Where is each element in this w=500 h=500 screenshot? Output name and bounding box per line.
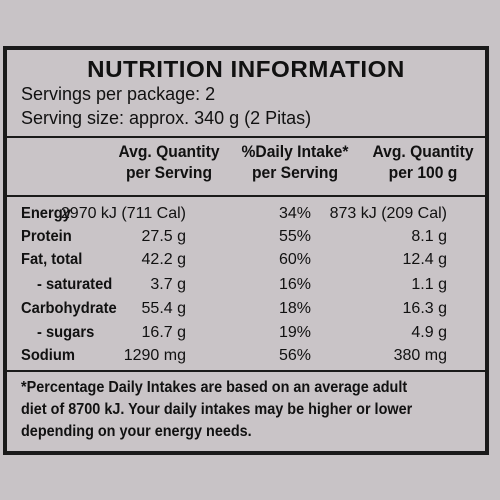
servings-per-package: Servings per package: 2	[21, 84, 216, 104]
footnote-line: *Percentage Daily Intakes are based on a…	[21, 379, 408, 396]
value-per-serving: 1290 mg	[123, 347, 186, 364]
column-header-line: Avg. Quantity	[372, 142, 474, 161]
value-per-serving: 16.7 g	[141, 324, 186, 341]
row-label: Sodium	[21, 347, 75, 364]
value-per-serving: 55.4 g	[141, 300, 186, 317]
value-per-100g: 873 kJ (209 Cal)	[329, 205, 447, 222]
table-row-protein: Protein 27.5 g 55% 8.1 g	[7, 225, 485, 248]
value-per-serving: 27.5 g	[141, 228, 186, 245]
value-per-serving: 3.7 g	[150, 276, 186, 293]
serving-size: Serving size: approx. 340 g (2 Pitas)	[21, 108, 312, 128]
footnote: *Percentage Daily Intakes are based on a…	[21, 377, 486, 443]
value-daily-intake: 34%	[278, 205, 312, 222]
table-row-sodium: Sodium 1290 mg 56% 380 mg	[7, 344, 485, 367]
value-daily-intake: 56%	[278, 347, 312, 364]
divider-footnote	[7, 370, 485, 372]
value-daily-intake: 18%	[278, 300, 312, 317]
column-header-line: per Serving	[125, 163, 213, 182]
column-header-per-100g: Avg. Quantity per 100 g	[364, 141, 482, 183]
footnote-line: depending on your energy needs.	[21, 423, 252, 440]
column-header-line: per Serving	[251, 163, 339, 182]
value-per-100g: 1.1 g	[411, 276, 447, 293]
row-label: Carbohydrate	[21, 300, 117, 317]
value-per-100g: 16.3 g	[402, 300, 447, 317]
value-daily-intake: 16%	[278, 276, 312, 293]
value-daily-intake: 55%	[278, 228, 312, 245]
table-row-energy: Energy 2970 kJ (711 Cal) 34% 873 kJ (209…	[7, 202, 485, 225]
row-label: - sugars	[37, 324, 95, 341]
value-per-100g: 12.4 g	[402, 251, 447, 268]
column-header-line: Avg. Quantity	[118, 142, 220, 161]
row-label: - saturated	[37, 276, 113, 293]
row-label: Protein	[21, 228, 72, 245]
column-header-daily-intake: %Daily Intake* per Serving	[231, 141, 360, 183]
value-daily-intake: 60%	[278, 251, 312, 268]
value-daily-intake: 19%	[278, 324, 312, 341]
value-per-100g: 380 mg	[393, 347, 447, 364]
column-header-per-serving: Avg. Quantity per Serving	[110, 141, 228, 183]
table-row-saturated: - saturated 3.7 g 16% 1.1 g	[7, 273, 485, 296]
column-header-line: per 100 g	[388, 163, 458, 182]
table-row-sugars: - sugars 16.7 g 19% 4.9 g	[7, 321, 485, 344]
divider-header	[7, 195, 485, 197]
row-label: Fat, total	[21, 251, 83, 268]
table-row-fat-total: Fat, total 42.2 g 60% 12.4 g	[7, 248, 485, 271]
column-header-line: %Daily Intake*	[241, 142, 349, 161]
nutrition-panel: NUTRITION INFORMATION Servings per packa…	[3, 46, 489, 455]
value-per-100g: 4.9 g	[411, 324, 447, 341]
value-per-100g: 8.1 g	[411, 228, 447, 245]
panel-title: NUTRITION INFORMATION	[87, 56, 405, 82]
row-label: Energy	[21, 205, 71, 222]
footnote-line: diet of 8700 kJ. Your daily intakes may …	[21, 401, 413, 418]
table-row-carbohydrate: Carbohydrate 55.4 g 18% 16.3 g	[7, 297, 485, 320]
divider-top	[7, 136, 485, 138]
value-per-serving: 2970 kJ (711 Cal)	[60, 205, 186, 222]
value-per-serving: 42.2 g	[141, 251, 186, 268]
